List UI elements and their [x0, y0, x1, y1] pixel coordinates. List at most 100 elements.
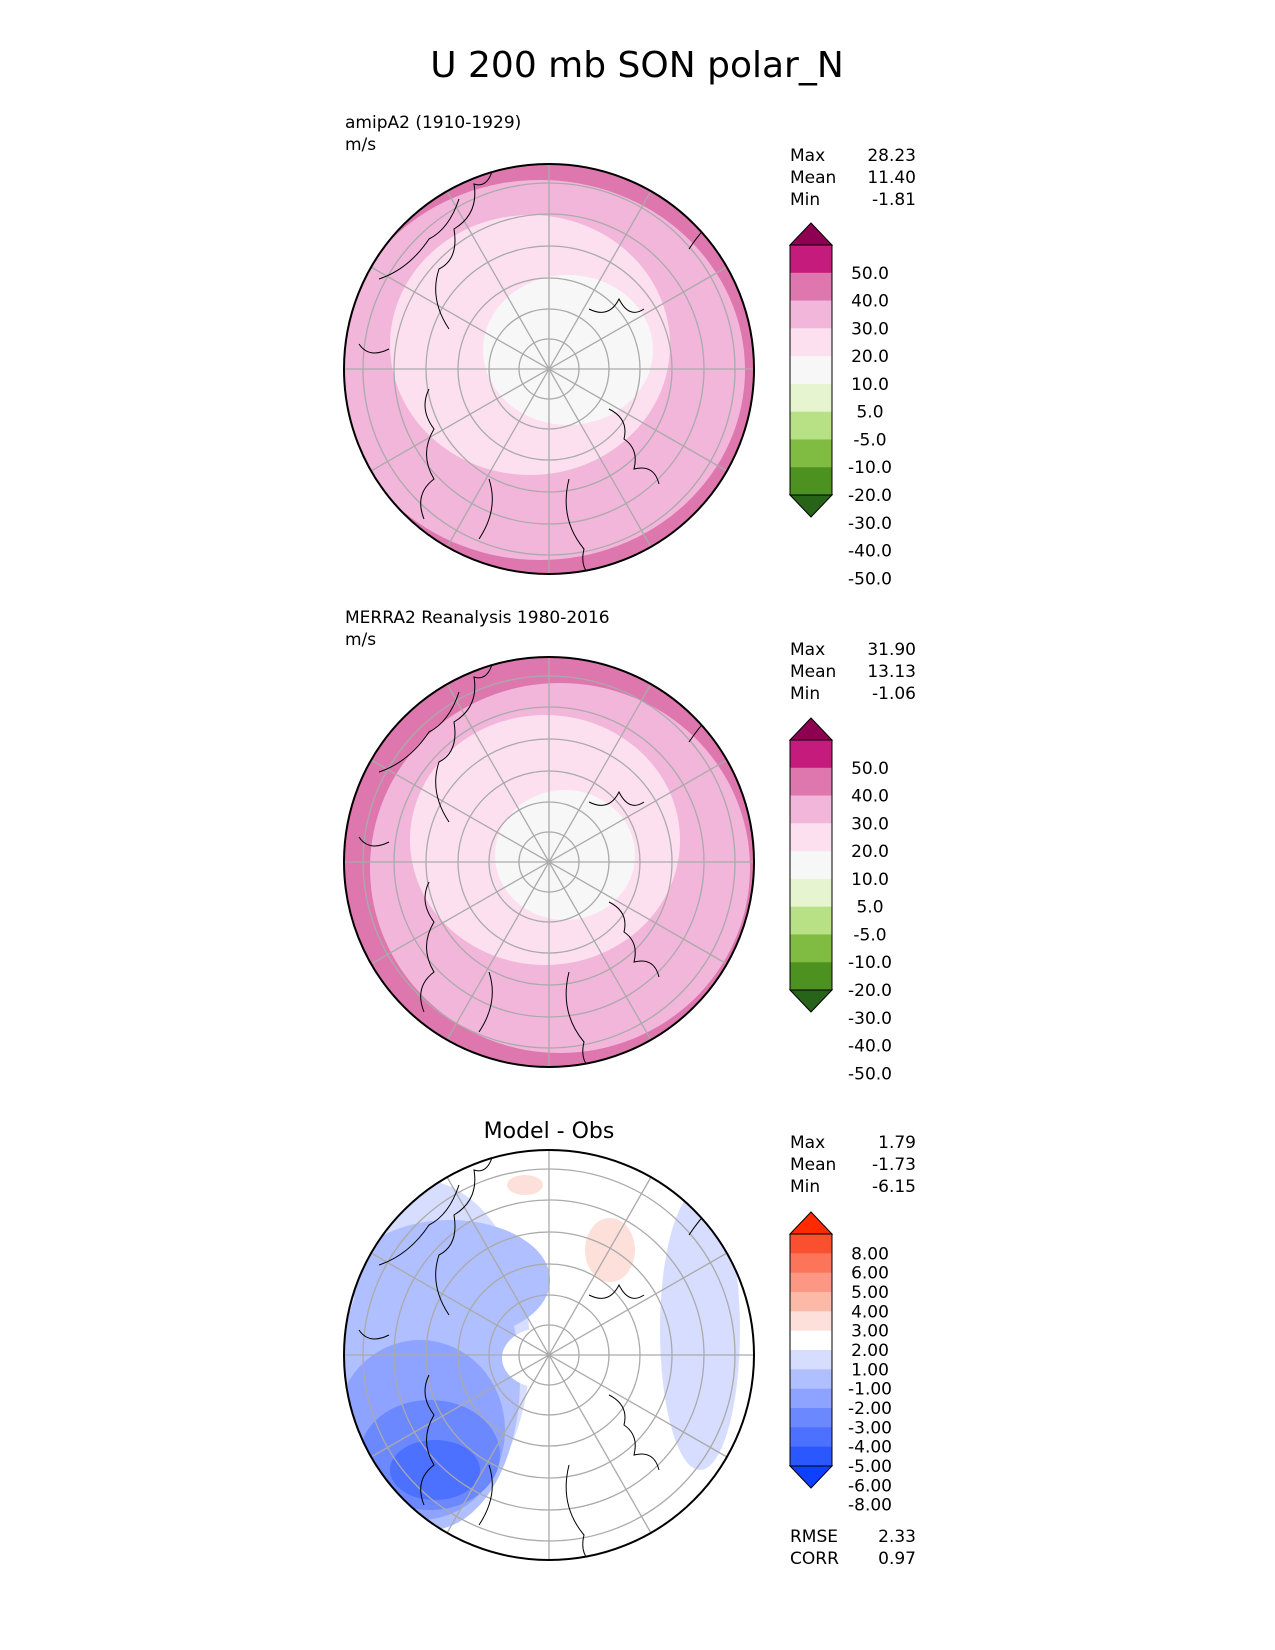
svg-text:-6.15: -6.15: [872, 1177, 916, 1197]
colorbar-swatch: [790, 383, 832, 413]
svg-text:-1.73: -1.73: [872, 1155, 916, 1175]
stats-obs: Max 31.90 Mean 13.13 Min -1.06: [790, 640, 916, 704]
colorbar-swatch: [790, 795, 832, 824]
panel-model-units: m/s: [345, 135, 376, 155]
stats-diff: Max 1.79 Mean -1.73 Min -6.15: [790, 1133, 916, 1197]
panel-diff: Model - Obs Max 1.79: [343, 1119, 916, 1569]
colorbar-extend-max: [788, 222, 834, 246]
colorbar-swatch: [790, 1350, 832, 1370]
colorbar-swatch: [790, 1330, 832, 1351]
colorbar-tick-label: 40.0: [851, 292, 889, 312]
colorbar-tick-label: 30.0: [851, 814, 889, 834]
colorbar-swatch: [790, 1253, 832, 1274]
colorbar-tick-label: -10.0: [848, 458, 892, 478]
colorbar-diff: 8.006.005.004.003.002.001.00-1.00-2.00-3…: [788, 1211, 892, 1516]
colorbar-swatch: [790, 467, 832, 496]
polar-cap: [495, 790, 635, 920]
colorbar-model: 50.0 40.0 30.0 20.0 10.0 5.0 -5.0 -10.0 -20.0 -30…: [788, 222, 892, 589]
panel-obs: MERRA2 Reanalysis 1980-2016 m/s Max 31.9…: [343, 608, 916, 1084]
colorbar-swatch: [790, 1427, 832, 1448]
colorbar-tick-label: 50.0: [851, 264, 889, 284]
colorbar-tick-label: 50.0: [851, 759, 889, 779]
svg-text:-1.81: -1.81: [872, 190, 916, 210]
colorbar-tick-label: 20.0: [851, 842, 889, 862]
colorbar-tick-label: -5.0: [853, 430, 886, 450]
panel-diff-title: Model - Obs: [484, 1119, 615, 1144]
colorbar-swatch: [790, 962, 832, 991]
colorbar-tick-label: 1.00: [851, 1360, 889, 1380]
colorbar-swatch: [790, 1446, 832, 1467]
svg-text:Mean: Mean: [790, 1155, 836, 1175]
colorbar-tick-label: 10.0: [851, 375, 889, 395]
colorbar-extend-min: [788, 494, 834, 518]
svg-text:13.13: 13.13: [867, 662, 916, 682]
stats-model: Max 28.23 Mean 11.40 Min -1.81: [790, 146, 916, 210]
colorbar-swatch: [790, 300, 832, 329]
lat-lon-grid: [344, 164, 754, 574]
svg-text:Max: Max: [790, 640, 825, 660]
svg-text:28.23: 28.23: [867, 146, 916, 166]
svg-text:Mean: Mean: [790, 662, 836, 682]
colorbar-swatch: [790, 245, 832, 274]
svg-text:0.97: 0.97: [878, 1549, 916, 1569]
svg-text:Max: Max: [790, 146, 825, 166]
svg-text:Min: Min: [790, 1177, 820, 1197]
colorbar-tick-label: -20.0: [848, 486, 892, 506]
colorbar-tick-label: 10.0: [851, 870, 889, 890]
colorbar-tick-label: -50.0: [848, 1064, 892, 1084]
colorbar-swatch: [790, 906, 832, 935]
colorbar-tick-label: -5.0: [853, 925, 886, 945]
svg-text:RMSE: RMSE: [790, 1527, 838, 1547]
colorbar-swatch: [790, 1292, 832, 1312]
panel-model-title: amipA2 (1910-1929): [345, 113, 521, 133]
colorbar-swatch: [790, 934, 832, 963]
colorbar-tick-label: -3.00: [848, 1418, 892, 1438]
colorbar-tick-label: -2.00: [848, 1399, 892, 1419]
colorbar-extend-min: [788, 989, 834, 1013]
lat-lon-grid: [344, 1150, 754, 1560]
metrics-diff: RMSE 2.33 CORR 0.97: [790, 1527, 916, 1569]
polar-map-model: [344, 164, 754, 574]
colorbar-tick-label: 5.00: [851, 1283, 889, 1303]
colorbar-swatch: [790, 851, 832, 880]
svg-text:11.40: 11.40: [867, 168, 916, 188]
colorbar-swatch: [790, 1234, 832, 1254]
svg-text:2.33: 2.33: [878, 1527, 916, 1547]
colorbar-tick-label: -30.0: [848, 1009, 892, 1029]
colorbar-tick-label: 4.00: [851, 1302, 889, 1322]
colorbar-tick-label: 6.00: [851, 1264, 889, 1284]
colorbar-swatch: [790, 356, 832, 385]
colorbar-swatch: [790, 1369, 832, 1390]
colorbar-tick-label: -4.00: [848, 1438, 892, 1458]
svg-text:Max: Max: [790, 1133, 825, 1153]
svg-text:Mean: Mean: [790, 168, 836, 188]
figure-title: U 200 mb SON polar_N: [430, 45, 844, 86]
colorbar-swatch: [790, 1272, 832, 1293]
panel-obs-title: MERRA2 Reanalysis 1980-2016: [345, 608, 610, 628]
colorbar-extend-max: [788, 1211, 834, 1235]
colorbar-tick-label: 3.00: [851, 1322, 889, 1342]
colorbar-swatch: [790, 823, 832, 852]
colorbar-tick-label: 2.00: [851, 1341, 889, 1361]
colorbar-tick-label: 5.0: [856, 403, 883, 423]
svg-text:Min: Min: [790, 684, 820, 704]
colorbar-swatch: [790, 1388, 832, 1409]
colorbar-tick-label: 40.0: [851, 787, 889, 807]
svg-text:CORR: CORR: [790, 1549, 839, 1569]
colorbar-tick-label: -1.00: [848, 1380, 892, 1400]
colorbar-tick-label: -40.0: [848, 542, 892, 562]
colorbar-swatch: [790, 411, 832, 440]
polar-map-obs: [344, 657, 754, 1067]
colorbar-tick-label: -20.0: [848, 981, 892, 1001]
svg-text:1.79: 1.79: [878, 1133, 916, 1153]
colorbar-swatch: [790, 1311, 832, 1332]
colorbar-tick-label: 8.00: [851, 1244, 889, 1264]
colorbar-tick-label: -30.0: [848, 514, 892, 534]
colorbar-tick-label: 30.0: [851, 319, 889, 339]
colorbar-obs: 50.0 40.0 30.0 20.0 10.0 5.0 -5.0 -10.0 -20.0 -30…: [788, 717, 892, 1084]
colorbar-swatch: [790, 328, 832, 357]
colorbar-extend-min: [788, 1465, 834, 1489]
colorbar-tick-label: -5.00: [848, 1457, 892, 1477]
colorbar-swatch: [790, 767, 832, 797]
